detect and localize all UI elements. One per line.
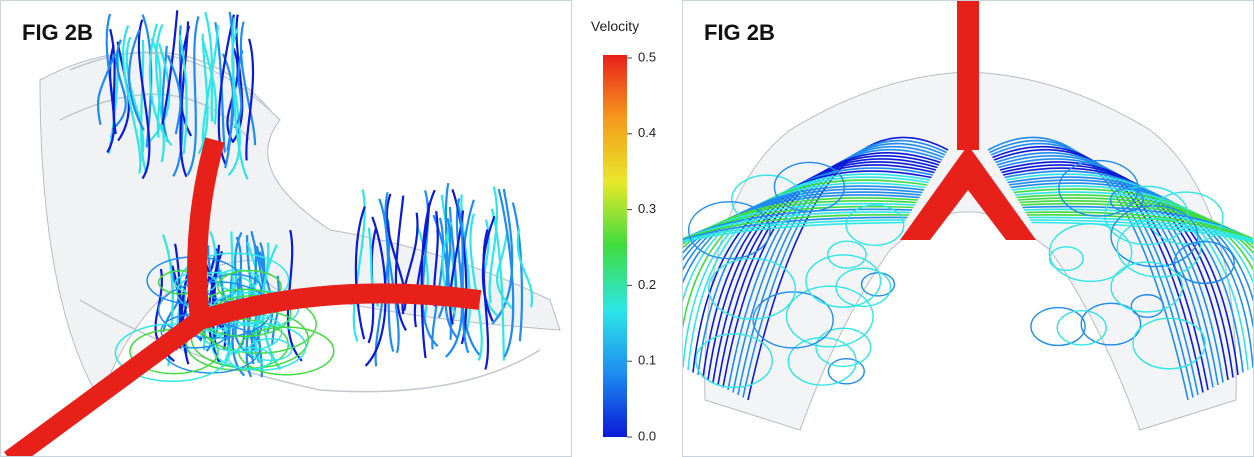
tick-label: 0.3 xyxy=(638,201,656,216)
panel-label: FIG 2B xyxy=(22,20,93,45)
tick-label: 0.5 xyxy=(638,49,656,64)
colorbar xyxy=(603,55,627,437)
inlet-pipe xyxy=(957,0,979,150)
tick-label: 0.1 xyxy=(638,353,656,368)
tick-label: 0.2 xyxy=(638,277,656,292)
colorbar-title: Velocity xyxy=(591,18,639,34)
panel-label: FIG 2B xyxy=(704,20,775,45)
figure: Velocity FIG 2B FIG 2B 0.0 0.1 0.2 0.3 0.4 0.… xyxy=(0,0,1254,457)
tick-label: 0.4 xyxy=(638,125,656,140)
tick-label: 0.0 xyxy=(638,428,656,443)
